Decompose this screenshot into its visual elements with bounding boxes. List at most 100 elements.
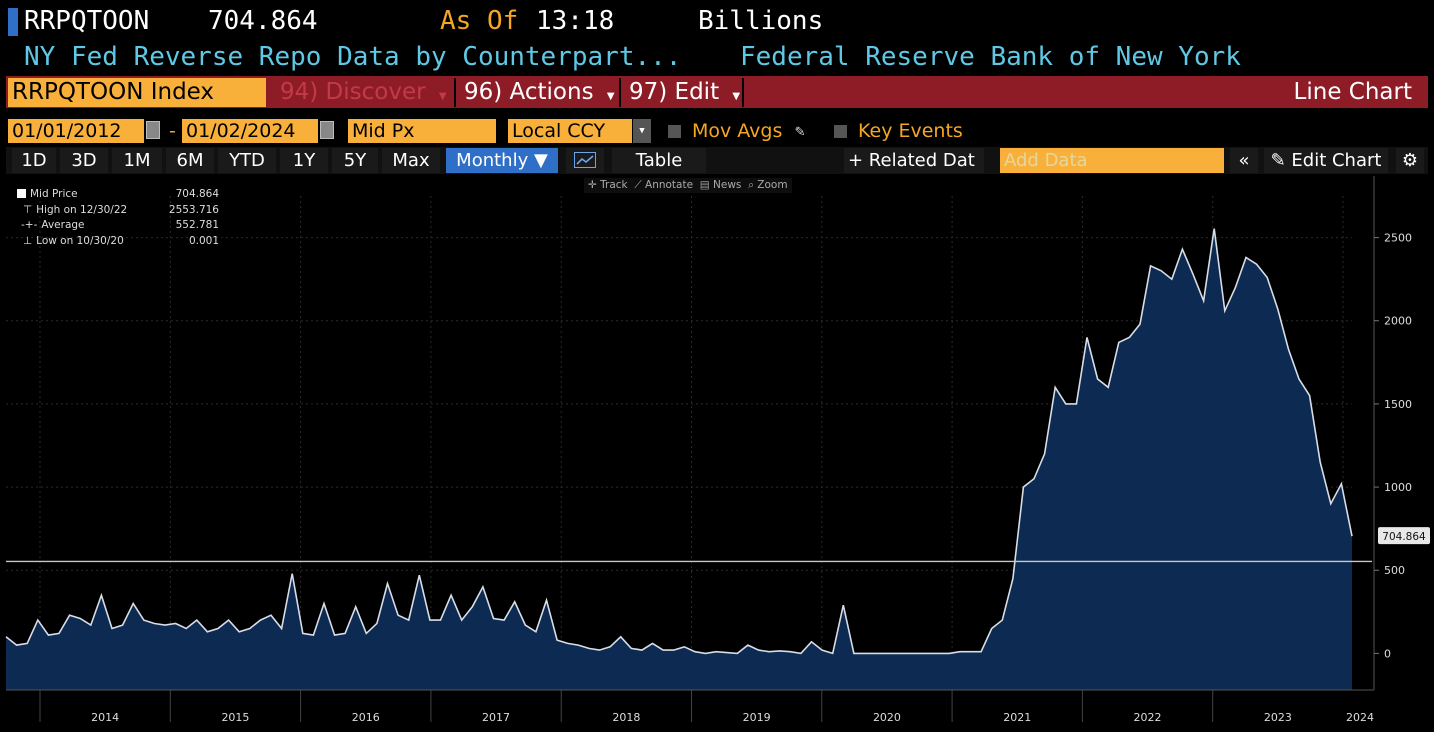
legend-value: 0.001 [188, 234, 219, 247]
legend-value: 2553.716 [168, 203, 219, 216]
legend-label: Low on 10/30/20 [36, 234, 124, 247]
ticker-marker [8, 8, 18, 36]
legend-row-mid-price: Mid Price 704.864 [17, 187, 219, 203]
x-tick-label: 2017 [482, 711, 510, 724]
add-data-placeholder: Add Data [1004, 150, 1088, 171]
y-tick-label: 2500 [1384, 232, 1412, 245]
period-3d[interactable]: 3D [60, 148, 108, 173]
discover-label: 94) Discover [280, 79, 426, 105]
line-chart-button[interactable] [566, 148, 604, 173]
security-description: NY Fed Reverse Repo Data by Counterpart.… [24, 42, 682, 72]
legend-row-low: ⊥ Low on 10/30/20 0.001 [17, 234, 219, 250]
table-button[interactable]: Table [612, 148, 706, 173]
legend-value: 704.864 [175, 188, 219, 200]
add-data-input[interactable]: Add Data [1000, 148, 1224, 173]
chevron-down-icon: ▼ [438, 91, 447, 102]
mov-avgs-checkbox[interactable] [668, 125, 681, 138]
period-1d[interactable]: 1D [12, 148, 56, 173]
date-separator: - [169, 120, 176, 142]
area-fill [6, 228, 1352, 690]
y-tick-label: 0 [1384, 647, 1391, 660]
high-marker-icon: ⊤ [23, 203, 33, 216]
track-tool[interactable]: ✛ Track [588, 179, 628, 191]
y-tick-label: 1000 [1384, 481, 1412, 494]
pencil-icon: ✎ [1270, 150, 1286, 171]
period-5y[interactable]: 5Y [332, 148, 378, 173]
calendar-icon[interactable] [146, 121, 160, 139]
x-tick-label: 2014 [91, 711, 119, 724]
key-events-label: Key Events [858, 120, 963, 142]
start-date-input[interactable]: 01/01/2012 [8, 119, 144, 143]
end-date-input[interactable]: 01/02/2024 [182, 119, 318, 143]
edit-chart-button[interactable]: ✎ Edit Chart [1264, 148, 1388, 173]
legend-label: Average [41, 219, 85, 231]
key-events-checkbox[interactable] [834, 125, 847, 138]
field-input[interactable]: Mid Px [348, 119, 496, 143]
currency-select[interactable]: Local CCY [508, 119, 632, 143]
chevron-down-icon: ▼ [732, 91, 741, 102]
actions-menu[interactable]: 96) Actions ▼ [458, 78, 618, 107]
security-field[interactable]: RRPQTOON Index [8, 78, 266, 107]
annotate-tool[interactable]: ⟋ Annotate [634, 179, 694, 191]
legend-value: 552.781 [175, 219, 219, 231]
edit-label: 97) Edit [629, 79, 720, 105]
last-value: 704.864 [208, 6, 318, 36]
edit-chart-label: Edit Chart [1291, 150, 1382, 171]
y-tick-label: 2000 [1384, 315, 1412, 328]
x-axis-band [6, 690, 1374, 732]
as-of-time: 13:18 [536, 6, 615, 36]
x-tick-label: 2024 [1346, 711, 1374, 724]
x-tick-label: 2016 [352, 711, 380, 724]
actions-label: 96) Actions [464, 79, 594, 105]
frequency-select[interactable]: Monthly ▼ [446, 148, 558, 173]
legend-row-average: -+- Average 552.781 [17, 218, 219, 234]
average-marker-icon: -+- [21, 219, 38, 231]
news-tool[interactable]: ▤ News [699, 179, 742, 191]
discover-menu[interactable]: 94) Discover ▼ [270, 78, 452, 107]
legend-label: Mid Price [30, 188, 78, 200]
x-tick-label: 2022 [1134, 711, 1162, 724]
x-tick-label: 2023 [1264, 711, 1292, 724]
period-1y[interactable]: 1Y [280, 148, 328, 173]
x-tick-label: 2018 [612, 711, 640, 724]
track-label: Track [600, 179, 628, 191]
pencil-icon[interactable]: ✎ [795, 121, 805, 140]
last-value-tag [1378, 527, 1430, 545]
last-value-label: 704.864 [1382, 531, 1426, 543]
menu-divider [454, 78, 456, 107]
x-tick-label: 2019 [743, 711, 771, 724]
chart-legend: Mid Price 704.864 ⊤ High on 12/30/22 2553… [17, 187, 219, 250]
gear-icon[interactable]: ⚙ [1396, 148, 1424, 173]
legend-row-high: ⊤ High on 12/30/22 2553.716 [17, 203, 219, 219]
calendar-icon[interactable] [320, 121, 334, 139]
edit-menu[interactable]: 97) Edit ▼ [623, 78, 741, 107]
legend-swatch [17, 189, 26, 198]
chart-type-title: Line Chart [1293, 79, 1412, 105]
y-tick-label: 1500 [1384, 398, 1412, 411]
units-label: Billions [698, 6, 824, 36]
as-of-label: As Of [440, 6, 519, 36]
period-max[interactable]: Max [382, 148, 440, 173]
menu-divider [619, 78, 621, 107]
period-ytd[interactable]: YTD [218, 148, 276, 173]
low-marker-icon: ⊥ [23, 234, 33, 247]
chevron-down-icon: ▼ [606, 91, 615, 102]
collapse-icon[interactable]: « [1230, 148, 1258, 173]
line-chart-icon [574, 152, 596, 168]
x-tick-label: 2015 [221, 711, 249, 724]
zoom-tool[interactable]: ⌕ Zoom [748, 179, 788, 191]
x-tick-label: 2020 [873, 711, 901, 724]
news-label: News [713, 179, 742, 191]
mov-avgs-label: Mov Avgs [692, 120, 783, 142]
x-tick-label: 2021 [1003, 711, 1031, 724]
period-6m[interactable]: 6M [166, 148, 214, 173]
period-1m[interactable]: 1M [112, 148, 162, 173]
data-source: Federal Reserve Bank of New York [740, 42, 1241, 72]
menu-divider [742, 78, 744, 107]
annotate-label: Annotate [645, 179, 694, 191]
chart-tools: ✛ Track ⟋ Annotate ▤ News ⌕ Zoom [584, 178, 792, 193]
price-line[interactable] [5, 228, 1353, 655]
related-data-button[interactable]: + Related Dat [844, 148, 984, 173]
currency-dropdown-icon[interactable]: ▼ [633, 119, 651, 143]
